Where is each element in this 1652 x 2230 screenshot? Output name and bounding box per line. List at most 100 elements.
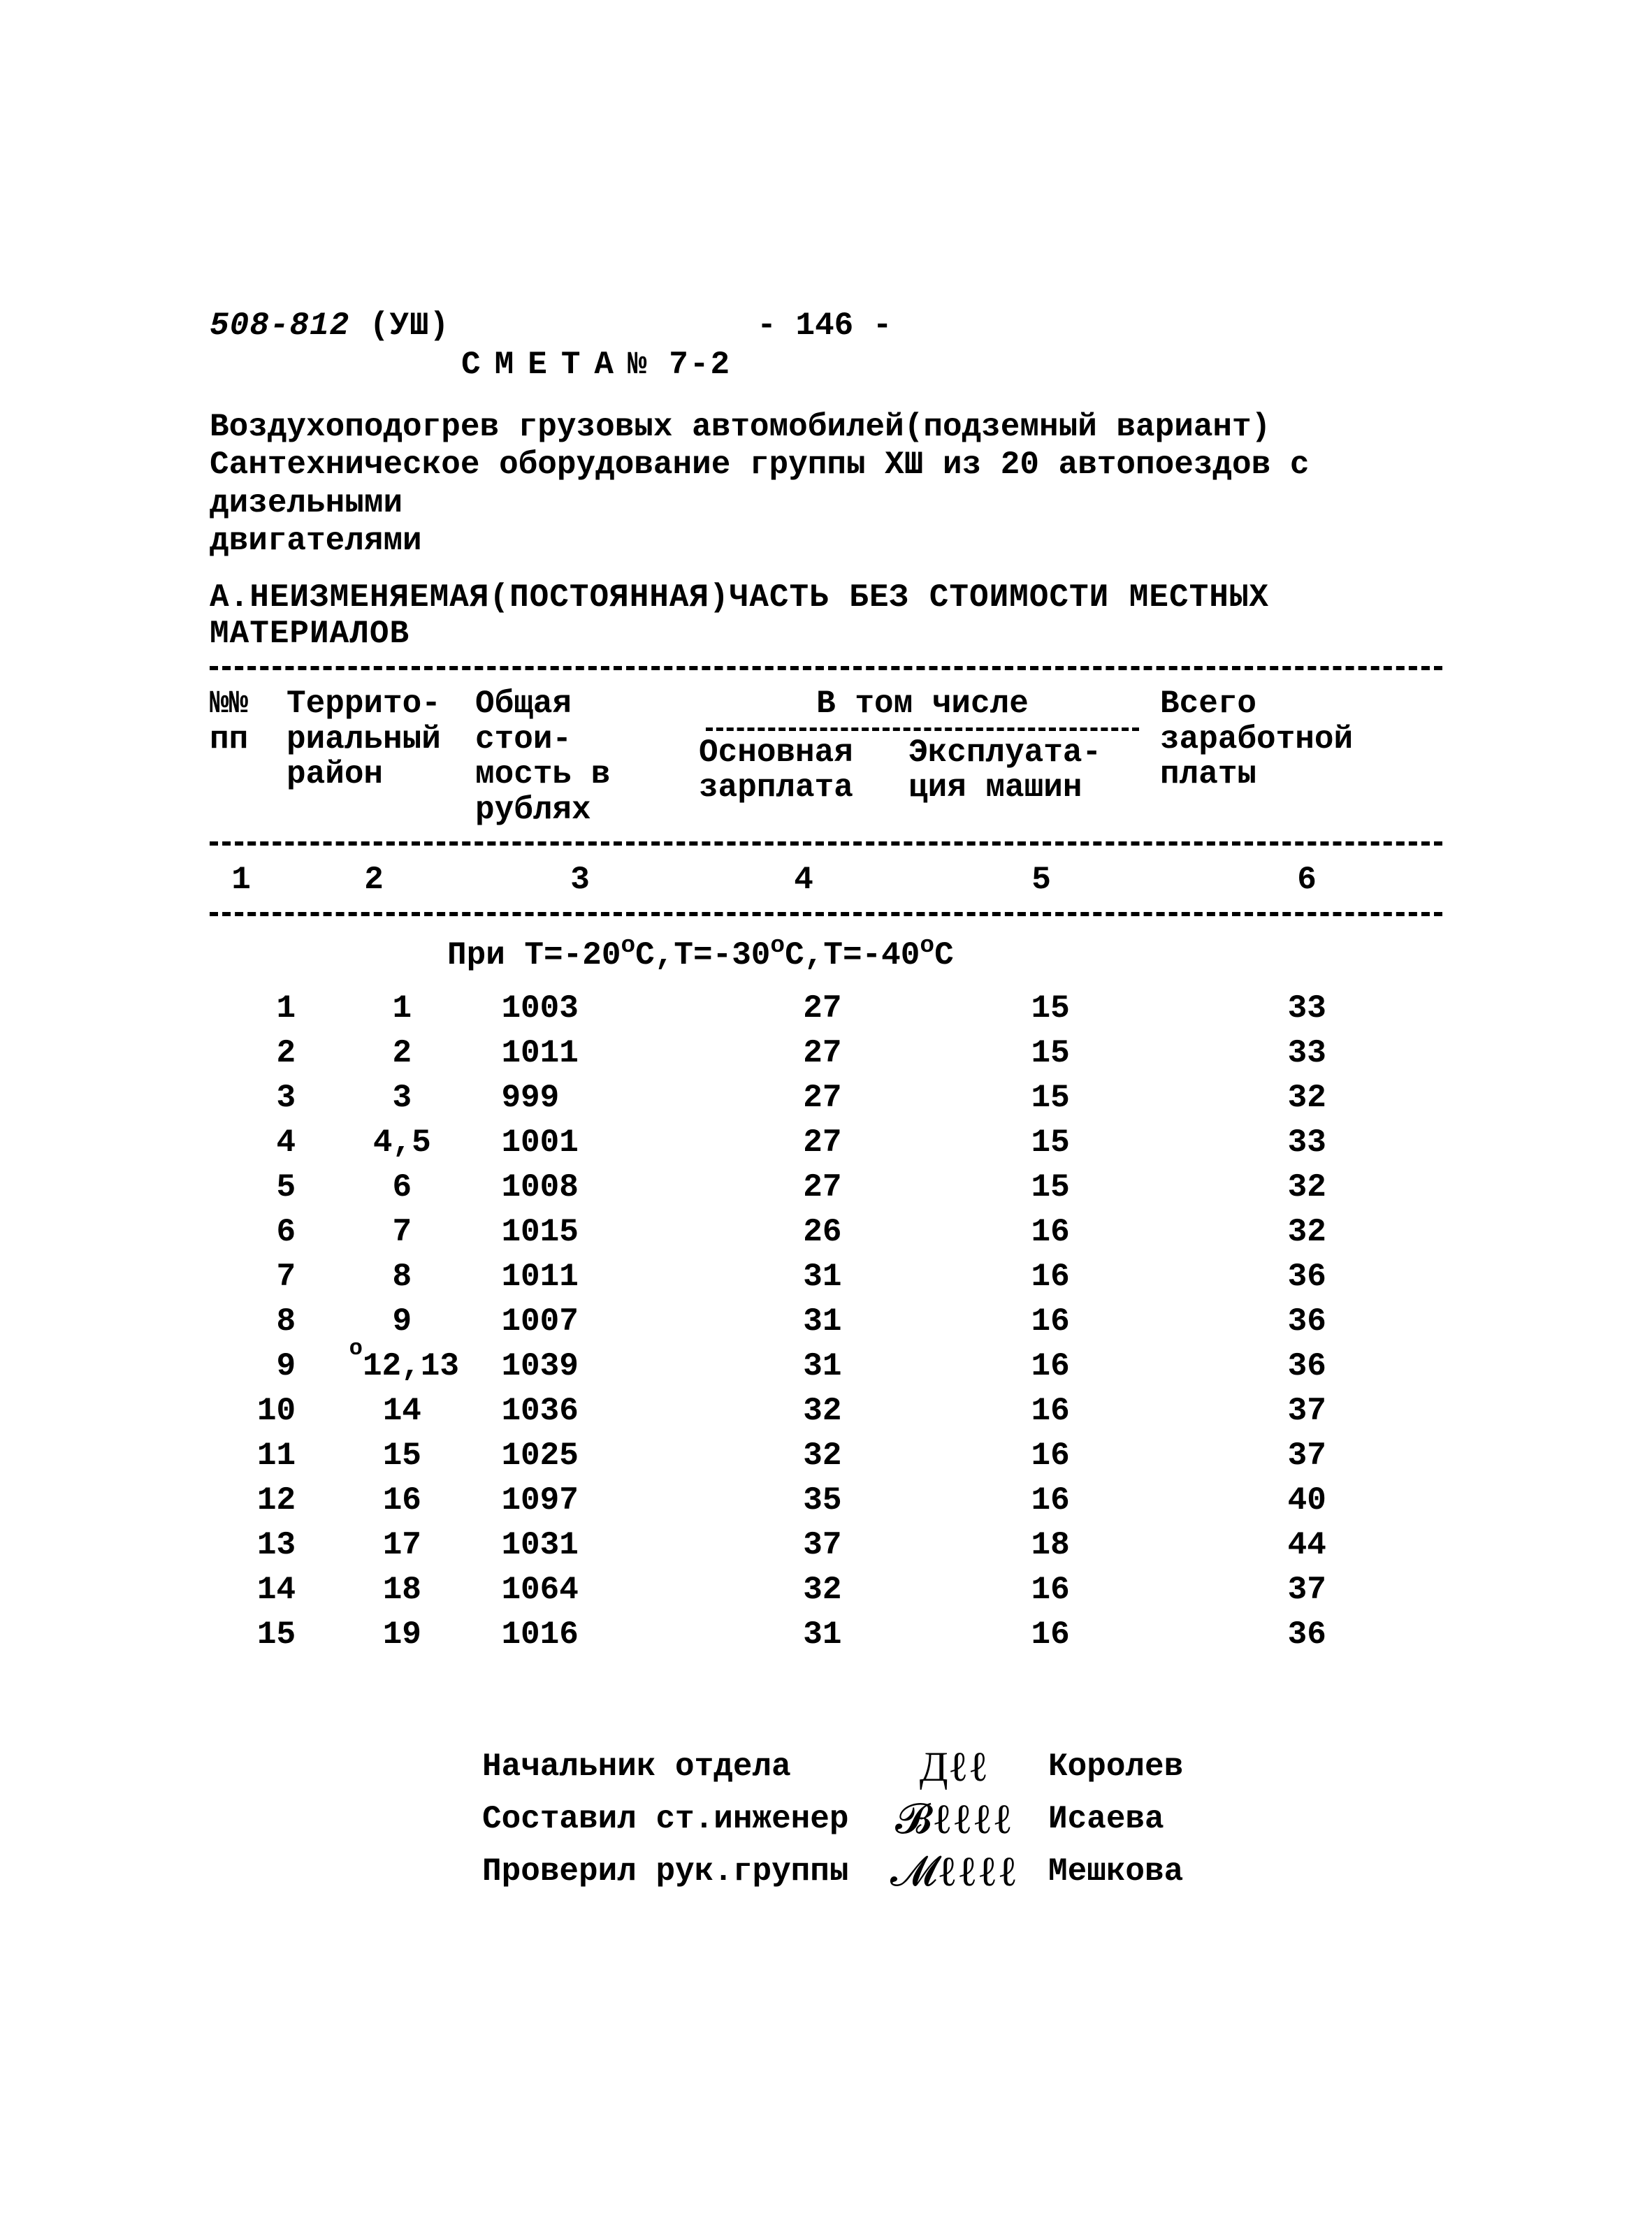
cell-salary: 32 [716,1389,929,1433]
cell-n: 10 [210,1389,324,1433]
cell-region: 19 [324,1612,480,1657]
content-area: 508-812 (УШ) - 146 - СМЕТА№ 7-2 Воздухоп… [210,307,1442,1898]
cell-cost: 1036 [480,1389,715,1433]
description-line-1: Воздухоподогрев грузовых автомобилей(под… [210,408,1442,446]
signature-name: Королев [1048,1747,1183,1788]
table-row: 13171031371844 [210,1523,1442,1567]
cell-region: 1 [324,986,480,1031]
cell-region: 9 [324,1299,480,1344]
table-row: 111003271533 [210,986,1442,1031]
smeta-number: № 7-2 [628,347,731,383]
cell-region: 2 [324,1031,480,1076]
cell-region: 6 [324,1165,480,1210]
doc-number-value: 508-812 [210,307,349,344]
rule-1 [210,666,1442,670]
cell-total: 32 [1172,1165,1443,1210]
colnum-1: 1 [210,862,273,898]
col-6-header: Всего заработной платы [1160,686,1426,827]
table-row: 561008271532 [210,1165,1442,1210]
cell-cost: 1003 [480,986,715,1031]
cell-region: 15 [324,1433,480,1478]
rule-2 [210,841,1442,846]
cell-cost: 1031 [480,1523,715,1567]
cell-n: 7 [210,1254,324,1299]
colnum-5: 5 [922,862,1160,898]
cell-n: 8 [210,1299,324,1344]
cell-machine: 16 [929,1433,1172,1478]
cell-n: 14 [210,1567,324,1612]
cell-n: 4 [210,1120,324,1165]
table-row: 44,51001271533 [210,1120,1442,1165]
cell-machine: 16 [929,1567,1172,1612]
cell-salary: 31 [716,1344,929,1389]
cell-salary: 31 [716,1299,929,1344]
table-row: 14181064321637 [210,1567,1442,1612]
table-header-row-1: №№ пп Террито- риальный район Общая стои… [210,686,1442,827]
signature-line: Проверил рук.группы𝓜ℓℓℓℓМешкова [482,1846,1442,1898]
cell-region: о12,13 [324,1344,480,1389]
cell-cost: 1039 [480,1344,715,1389]
table-row: 221011271533 [210,1031,1442,1076]
cell-region: 7 [324,1210,480,1254]
cell-machine: 18 [929,1523,1172,1567]
description: Воздухоподогрев грузовых автомобилей(под… [210,408,1442,560]
cell-cost: 1097 [480,1478,715,1523]
page-number: - 146 - [757,307,892,344]
signature-line: Составил ст.инженер𝓑ℓℓℓℓИсаева [482,1793,1442,1846]
cell-total: 44 [1172,1523,1443,1567]
cell-region: 3 [324,1076,480,1120]
table-row: 671015261632 [210,1210,1442,1254]
cell-total: 33 [1172,986,1443,1031]
smeta-label: СМЕТА [461,347,628,383]
cell-total: 32 [1172,1210,1443,1254]
cell-n: 13 [210,1523,324,1567]
cell-salary: 26 [716,1210,929,1254]
doc-number: 508-812 (УШ) [210,307,449,344]
cell-total: 37 [1172,1389,1443,1433]
cell-n: 1 [210,986,324,1031]
cell-salary: 32 [716,1433,929,1478]
signature-role: Начальник отдела [482,1747,860,1788]
colnum-6: 6 [1174,862,1440,898]
cell-salary: 31 [716,1612,929,1657]
table-row: 12161097351640 [210,1478,1442,1523]
cell-machine: 15 [929,1076,1172,1120]
signature-scribble: Дℓℓ [860,1741,1048,1793]
table-row: 781011311636 [210,1254,1442,1299]
doc-number-suffix: (УШ) [370,307,449,344]
cell-salary: 31 [716,1254,929,1299]
cell-machine: 15 [929,986,1172,1031]
cell-total: 33 [1172,1031,1443,1076]
cell-n: 9 [210,1344,324,1389]
smeta-title: СМЕТА№ 7-2 [461,347,1442,383]
col-1-header: №№ пп [210,686,273,827]
cell-salary: 27 [716,986,929,1031]
table-row: 15191016311636 [210,1612,1442,1657]
document-page: 508-812 (УШ) - 146 - СМЕТА№ 7-2 Воздухоп… [0,0,1652,2230]
cell-total: 36 [1172,1612,1443,1657]
table-row: 891007311636 [210,1299,1442,1344]
col-2-header: Террито- риальный район [287,686,461,827]
table-row: 33999271532 [210,1076,1442,1120]
table-row: 9о12,131039311636 [210,1344,1442,1389]
signature-scribble: 𝓑ℓℓℓℓ [860,1793,1048,1846]
cell-region: 14 [324,1389,480,1433]
cell-cost: 999 [480,1076,715,1120]
cell-cost: 1008 [480,1165,715,1210]
cell-total: 33 [1172,1120,1443,1165]
cell-region: 8 [324,1254,480,1299]
cell-total: 37 [1172,1567,1443,1612]
cell-machine: 15 [929,1120,1172,1165]
colnum-2: 2 [287,862,461,898]
colnum-3: 3 [475,862,685,898]
cell-region: 17 [324,1523,480,1567]
section-a-title: А.НЕИЗМЕНЯЕМАЯ(ПОСТОЯННАЯ)ЧАСТЬ БЕЗ СТОИ… [210,579,1442,652]
cell-salary: 32 [716,1567,929,1612]
cell-salary: 37 [716,1523,929,1567]
header-line: 508-812 (УШ) - 146 - [210,307,1442,344]
signature-scribble: 𝓜ℓℓℓℓ [860,1846,1048,1898]
col-mid-header: В том числе Основная зарплата Эксплуата-… [699,686,1146,827]
cell-cost: 1001 [480,1120,715,1165]
signature-line: Начальник отделаДℓℓКоролев [482,1741,1442,1793]
cell-machine: 16 [929,1344,1172,1389]
